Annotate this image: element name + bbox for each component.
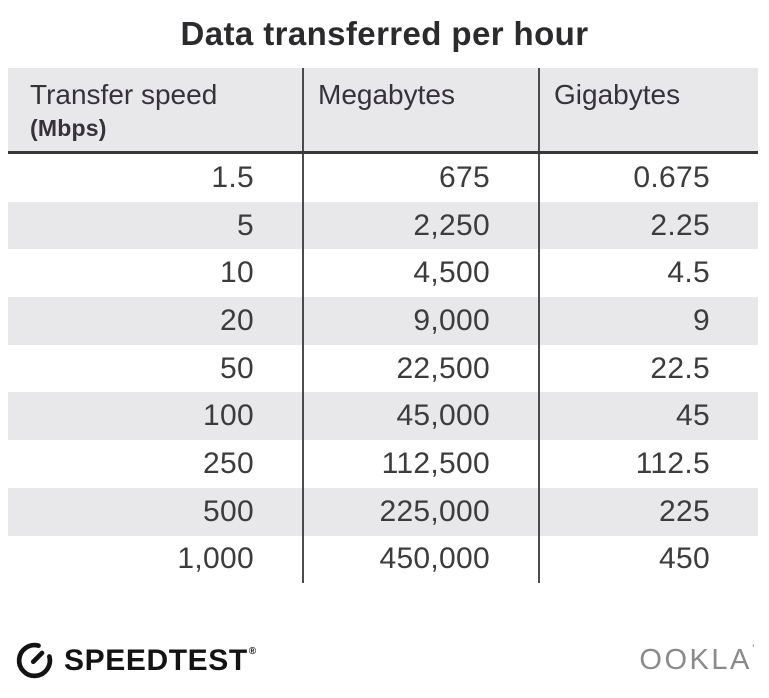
cell-transfer-speed: 250: [203, 446, 254, 480]
ookla-logo: OOKLA’: [639, 642, 757, 677]
cell-megabytes: 4,500: [302, 249, 538, 298]
cell-gigabytes: 112.5: [538, 440, 758, 488]
ookla-trademark: ’: [751, 642, 757, 657]
column-header-megabytes: Megabytes: [302, 68, 538, 151]
cell-megabytes: 9,000: [302, 297, 538, 345]
table-row: 50 22,500 22.5: [8, 344, 758, 393]
table-body: 1.5 675 0.675 5 2,250 2.25 10 4,500 4.5 20 9,000 9 5…: [8, 154, 758, 584]
cell-transfer-speed: 500: [203, 494, 254, 528]
table-row: 5 2,250 2.25: [8, 201, 758, 250]
column-header-transfer-speed: Transfer speed (Mbps): [8, 68, 302, 151]
column-header-label: Gigabytes: [554, 79, 681, 110]
table-row: 250 112,500 112.5: [8, 440, 758, 488]
cell-gigabytes: 0.675: [538, 154, 758, 202]
table-header-row: Transfer speed (Mbps) Megabytes Gigabyte…: [8, 68, 758, 154]
cell-transfer-speed: 100: [203, 399, 254, 433]
footer: SPEEDTEST® OOKLA’: [14, 640, 757, 681]
cell-gigabytes: 4.5: [538, 249, 758, 298]
speedtest-wordmark: SPEEDTEST®: [64, 644, 256, 678]
cell-megabytes: 225,000: [302, 487, 538, 536]
column-header-gigabytes: Gigabytes: [538, 68, 758, 151]
cell-transfer-speed: 1,000: [177, 542, 254, 576]
cell-gigabytes: 450: [538, 535, 758, 584]
column-header-label: Transfer speed: [30, 79, 218, 110]
speedtest-gauge-icon: [16, 642, 53, 679]
table-row: 1,000 450,000 450: [8, 535, 758, 584]
page-title: Data transferred per hour: [180, 15, 589, 52]
speedtest-logo: SPEEDTEST®: [14, 640, 256, 681]
cell-transfer-speed: 50: [220, 351, 254, 385]
cell-gigabytes: 9: [538, 297, 758, 345]
ookla-wordmark-text: OOKLA: [639, 644, 752, 677]
cell-transfer-speed: 10: [220, 256, 254, 290]
speedtest-wordmark-text: SPEEDTEST: [64, 643, 248, 677]
cell-gigabytes: 225: [538, 487, 758, 536]
cell-gigabytes: 45: [538, 392, 758, 441]
cell-transfer-speed: 5: [237, 208, 254, 242]
table-row: 1.5 675 0.675: [8, 154, 758, 202]
table-row: 20 9,000 9: [8, 297, 758, 345]
table-row: 10 4,500 4.5: [8, 249, 758, 298]
cell-transfer-speed: 1.5: [211, 160, 254, 194]
table-row: 100 45,000 45: [8, 392, 758, 441]
cell-transfer-speed: 20: [220, 303, 254, 337]
cell-gigabytes: 22.5: [538, 344, 758, 393]
cell-megabytes: 450,000: [302, 535, 538, 584]
column-header-unit: (Mbps): [30, 115, 107, 142]
data-table: Transfer speed (Mbps) Megabytes Gigabyte…: [8, 68, 758, 584]
cell-megabytes: 2,250: [302, 201, 538, 250]
cell-megabytes: 45,000: [302, 392, 538, 441]
column-header-label: Megabytes: [318, 79, 455, 110]
cell-megabytes: 675: [302, 154, 538, 202]
cell-gigabytes: 2.25: [538, 201, 758, 250]
cell-megabytes: 112,500: [302, 440, 538, 488]
speedtest-trademark: ®: [248, 645, 257, 657]
cell-megabytes: 22,500: [302, 344, 538, 393]
table-row: 500 225,000 225: [8, 487, 758, 536]
